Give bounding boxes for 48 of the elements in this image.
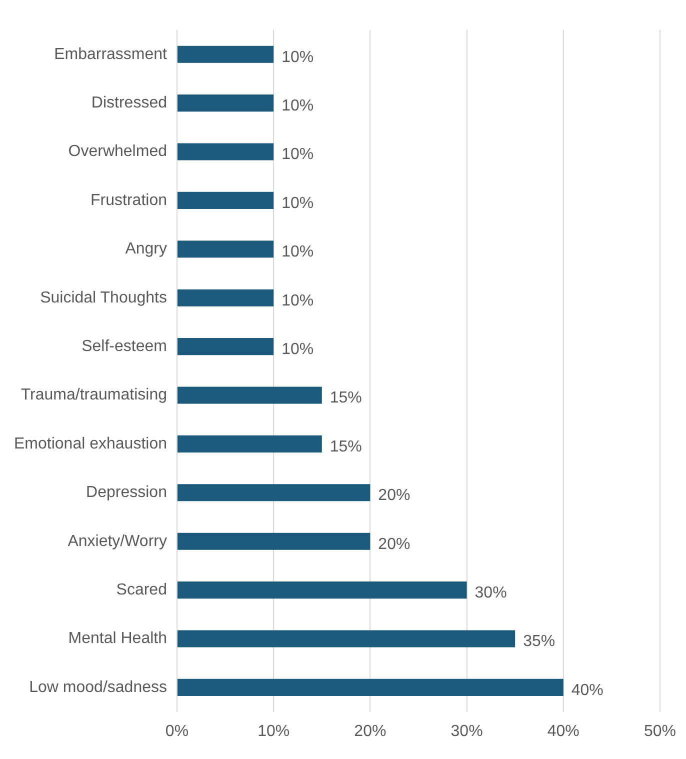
x-tick-label: 10%: [258, 722, 290, 740]
y-tick-label: Emotional exhaustion: [14, 435, 167, 452]
data-label: 15%: [330, 438, 362, 456]
y-tick-label: Mental Health: [68, 630, 167, 648]
data-label: 40%: [571, 682, 604, 699]
bar: [177, 582, 467, 599]
data-label: 35%: [523, 633, 556, 650]
data-label: 10%: [282, 244, 314, 261]
data-label: 20%: [378, 536, 410, 553]
y-tick-label: Suicidal Thoughts: [40, 289, 167, 306]
y-tick-label: Distressed: [91, 94, 167, 112]
bar: [177, 386, 322, 404]
data-label: 10%: [282, 146, 314, 164]
x-tick-label: 30%: [450, 722, 483, 740]
bar: [177, 94, 274, 112]
y-tick-label: Embarrassment: [54, 46, 168, 63]
y-tick-label: Low mood/sadness: [29, 678, 167, 696]
data-label: 15%: [330, 390, 362, 407]
y-tick-label: Anxiety/Worry: [68, 532, 167, 550]
x-tick-label: 50%: [644, 722, 676, 740]
data-label: 20%: [378, 487, 410, 504]
data-label: 10%: [282, 340, 314, 358]
y-tick-label: Frustration: [90, 192, 167, 209]
bar: [177, 678, 564, 696]
bar: [177, 435, 322, 452]
data-label: 30%: [474, 584, 507, 602]
data-label: 10%: [282, 194, 314, 212]
y-tick-label: Self-esteem: [82, 338, 167, 355]
y-tick-label: Trauma/traumatising: [20, 386, 167, 404]
bar: [177, 192, 274, 209]
x-tick-label: 0%: [165, 722, 189, 740]
x-tick-label: 40%: [547, 722, 580, 740]
bar: [177, 46, 274, 63]
y-tick-label: Scared: [116, 581, 167, 598]
bar: [177, 240, 274, 258]
data-label: 10%: [282, 97, 314, 114]
x-tick-label: 20%: [354, 722, 386, 740]
bar: [177, 338, 274, 356]
data-label: 10%: [282, 292, 314, 310]
y-tick-label: Angry: [125, 240, 167, 258]
bar: [177, 630, 516, 648]
data-label: 10%: [282, 48, 314, 66]
bar: [177, 532, 370, 550]
bar: [177, 143, 274, 160]
y-tick-label: Depression: [86, 484, 167, 502]
bar: [177, 484, 370, 502]
y-tick-label: Overwhelmed: [68, 143, 167, 160]
bar: [177, 289, 274, 306]
